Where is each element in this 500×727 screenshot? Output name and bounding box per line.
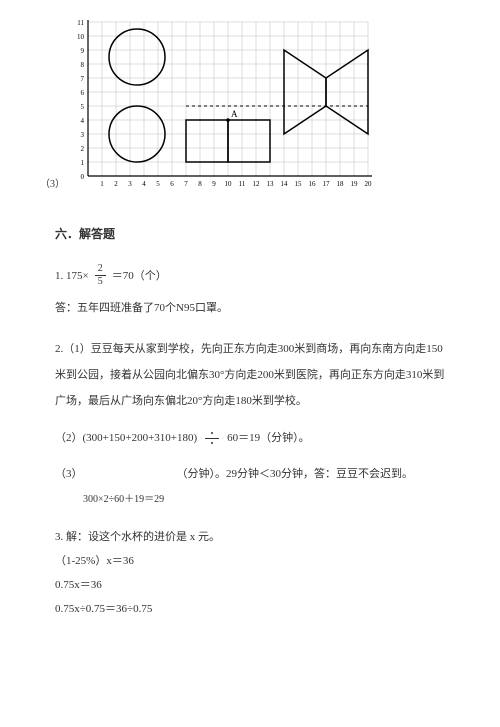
svg-text:18: 18	[337, 180, 345, 188]
svg-text:4: 4	[142, 180, 146, 188]
svg-text:3: 3	[128, 180, 132, 188]
svg-text:4: 4	[81, 117, 85, 125]
svg-text:1: 1	[100, 180, 104, 188]
q2-part1: 2.（1）豆豆每天从家到学校，先向正东方向走300米到商场，再向东南方向走150…	[55, 336, 445, 415]
svg-text:9: 9	[212, 180, 216, 188]
svg-text:20: 20	[365, 180, 373, 188]
svg-text:7: 7	[81, 75, 85, 83]
section-6-title: 六．解答题	[55, 220, 445, 249]
q1-suffix: ＝70（个）	[112, 263, 167, 289]
q2-p3-pre: （3）	[55, 461, 83, 487]
svg-text:19: 19	[351, 180, 359, 188]
q2-p2-post: 60＝19（分钟）。	[227, 425, 310, 451]
svg-text:5: 5	[81, 103, 85, 111]
q2-p2-pre: （2）(300+150+200+310+180)	[55, 425, 197, 451]
q3-l2: （1-25%）x＝36	[55, 550, 445, 572]
svg-text:10: 10	[225, 180, 233, 188]
svg-text:1: 1	[81, 159, 85, 167]
svg-text:10: 10	[77, 33, 85, 41]
q2-p3-post: （分钟）。29分钟＜30分钟，答：豆豆不会迟到。	[177, 461, 414, 487]
q1-prefix: 1. 175×	[55, 263, 89, 289]
frac-numerator: 2	[95, 264, 106, 275]
q3-l1: 3. 解：设这个水杯的进价是 x 元。	[55, 526, 445, 548]
divide-sign-icon	[205, 433, 219, 443]
svg-text:11: 11	[239, 180, 246, 188]
q2-part3: （3） （分钟）。29分钟＜30分钟，答：豆豆不会迟到。 300×2÷60＋19…	[55, 461, 445, 511]
q2-part2: （2）(300+150+200+310+180) 60＝19（分钟）。	[55, 425, 445, 451]
fraction-2-5: 2 5	[95, 264, 106, 287]
q1-expression: 1. 175× 2 5 ＝70（个）	[55, 263, 445, 289]
q3-l4: 0.75x÷0.75＝36÷0.75	[55, 598, 445, 620]
chart-index-label: （3）	[40, 175, 65, 192]
q3-block: 3. 解：设这个水杯的进价是 x 元。 （1-25%）x＝36 0.75x＝36…	[55, 526, 445, 620]
svg-text:3: 3	[81, 131, 85, 139]
svg-text:15: 15	[295, 180, 303, 188]
svg-text:9: 9	[81, 47, 85, 55]
q1-answer: 答：五年四班准备了70个N95口罩。	[55, 295, 445, 321]
svg-text:13: 13	[267, 180, 275, 188]
svg-text:2: 2	[114, 180, 118, 188]
svg-text:14: 14	[281, 180, 289, 188]
q3-l3: 0.75x＝36	[55, 574, 445, 596]
svg-text:6: 6	[170, 180, 174, 188]
svg-text:2: 2	[81, 145, 85, 153]
svg-text:12: 12	[253, 180, 261, 188]
svg-text:8: 8	[198, 180, 202, 188]
svg-text:8: 8	[81, 61, 85, 69]
svg-text:17: 17	[323, 180, 331, 188]
svg-text:7: 7	[184, 180, 188, 188]
svg-text:16: 16	[309, 180, 317, 188]
q2-p3-sub: 300×2÷60＋19＝29	[83, 488, 445, 512]
grid-chart: （3） 123456789101112131415161718192001234…	[40, 20, 500, 192]
svg-text:6: 6	[81, 89, 85, 97]
content: 六．解答题 1. 175× 2 5 ＝70（个） 答：五年四班准备了70个N95…	[0, 220, 500, 620]
svg-text:11: 11	[77, 20, 84, 27]
frac-denominator: 5	[95, 275, 106, 287]
svg-text:A: A	[231, 109, 238, 119]
svg-text:0: 0	[81, 173, 85, 181]
grid-svg: 1234567891011121314151617181920012345678…	[70, 20, 372, 192]
svg-text:5: 5	[156, 180, 160, 188]
